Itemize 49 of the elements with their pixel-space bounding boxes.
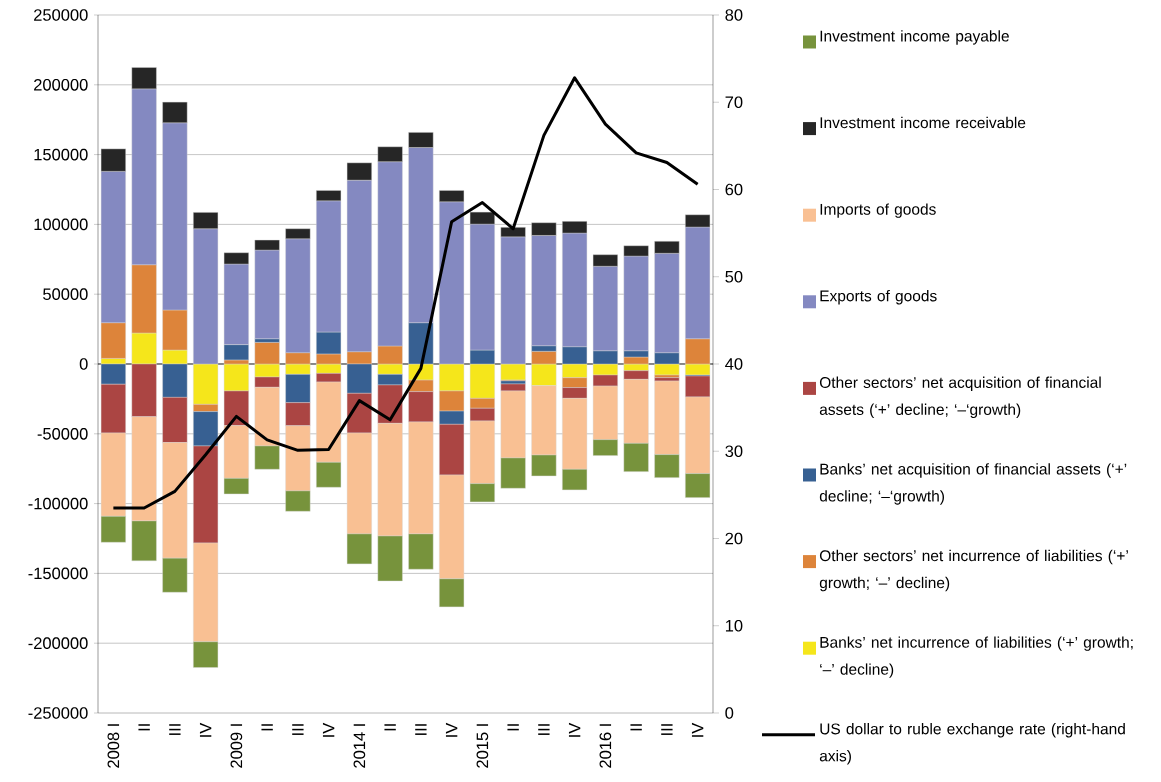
x-tick-label: III (661, 724, 673, 735)
legend-label: Banks’ net incurrence of liabilities (‘+’ growth; ‘–’ decline) (820, 636, 1133, 678)
y2-tick-label: 80 (725, 9, 743, 21)
x-tick-label: 2014 I (353, 724, 366, 768)
y2-tick-label: 70 (725, 96, 743, 109)
legend-label: Imports of goods (820, 203, 936, 218)
y-tick-label: 250000 (34, 9, 88, 21)
x-tick-label: II (261, 724, 273, 731)
y-tick-label: -100000 (28, 497, 88, 510)
legend-label: US dollar to ruble exchange rate (right-hand axis) (819, 723, 1125, 765)
x-tick-label: 2015 I (476, 724, 489, 768)
y-tick-label: -250000 (28, 707, 88, 719)
x-tick-label: II (507, 724, 519, 731)
y-tick-label: 0 (79, 358, 88, 370)
y2-tick-label: 10 (725, 619, 743, 632)
x-tick-label: II (384, 724, 396, 731)
x-tick-label: IV (691, 722, 704, 737)
y2-tick-label: 50 (725, 270, 743, 283)
y-tick-label: 200000 (34, 78, 88, 91)
y2-tick-label: 60 (725, 183, 743, 196)
x-tick-label: II (630, 724, 642, 731)
y2-tick-label: 0 (725, 707, 734, 719)
x-tick-label: III (538, 724, 550, 735)
legend-label: Exports of goods (820, 290, 937, 305)
y2-tick-label: 40 (725, 358, 743, 370)
y2-tick-label: 30 (725, 445, 743, 458)
x-tick-label: III (415, 724, 427, 735)
x-tick-label: IV (199, 722, 212, 737)
y-tick-label: -150000 (28, 567, 88, 580)
y-tick-label: 50000 (43, 288, 88, 301)
legend-label: Other sectors’ net acquisition of financial assets (‘+’ decline; ‘–‘growth) (819, 376, 1101, 419)
x-tick-label: IV (322, 722, 335, 737)
y-tick-label: 100000 (34, 218, 88, 231)
y2-tick-label: 20 (725, 532, 743, 545)
x-tick-label: III (169, 724, 181, 735)
y-tick-label: -50000 (37, 427, 88, 440)
x-tick-label: IV (568, 722, 581, 737)
x-tick-label: 2008 I (107, 724, 120, 768)
x-tick-label: II (138, 724, 150, 731)
legend-label: Investment income receivable (820, 116, 1026, 129)
x-tick-label: IV (445, 722, 458, 737)
x-tick-label: 2009 I (230, 724, 243, 768)
y-tick-label: 150000 (34, 148, 88, 161)
y-tick-label: -200000 (28, 637, 88, 650)
x-tick-label: III (292, 724, 304, 735)
legend-label: Other sectors’ net incurrence of liabilities (‘+’ growth; ‘–’ decline) (819, 549, 1128, 592)
legend-label: Investment income payable (820, 30, 1009, 45)
legend-label: Banks’ net acquisition of financial assets (‘+’ decline; ‘–‘growth) (819, 463, 1127, 505)
x-tick-label: 2016 I (599, 724, 612, 768)
